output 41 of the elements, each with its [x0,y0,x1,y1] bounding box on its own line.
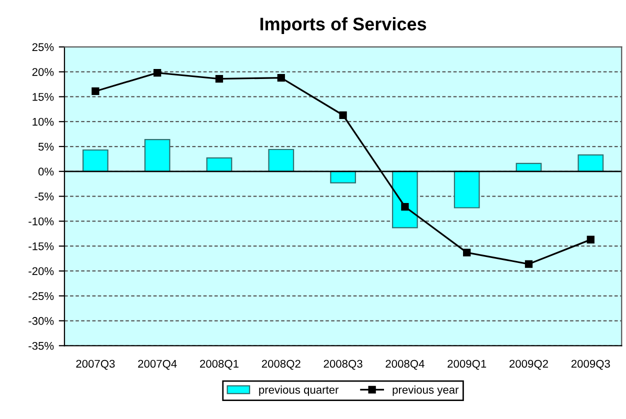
point [524,260,533,268]
x-tick-label: 2007Q4 [138,360,177,370]
point [339,111,347,119]
y-tick-label: -30% [28,317,54,325]
bar [454,170,480,208]
y-tick-label: -25% [28,292,54,300]
y-tick-label: -15% [28,242,54,250]
x-tick-label: 2009Q1 [448,360,486,370]
point [215,74,224,83]
x-tick-label: 2008Q1 [200,360,238,370]
point [586,236,594,244]
bar [392,170,418,228]
y-tick-label: 20% [32,68,54,76]
y-tick-label: -20% [28,267,54,276]
y-tick-label: 10% [32,118,54,126]
point [401,202,409,211]
bar [82,149,108,172]
y-tick-label: 5% [38,142,54,151]
point [154,69,162,77]
bar [578,154,604,172]
y-tick-label: 15% [32,93,54,101]
y-tick-label: 0% [38,168,54,176]
bar [268,148,294,172]
x-tick-label: 2008Q3 [324,360,362,370]
x-tick-label: 2008Q4 [386,360,424,370]
bar [330,170,356,184]
y-tick-label: -5% [34,192,54,200]
chart-title: Imports of Services [260,17,426,34]
x-tick-label: 2007Q3 [76,360,115,370]
y-tick-label: -35% [28,342,54,350]
point [277,74,285,82]
point [463,248,471,256]
legend-label: previous quarter [259,386,339,396]
legend-label: previous year [392,386,459,396]
x-tick-label: 2009Q2 [510,360,548,370]
y-tick-label: -10% [28,217,54,226]
y-tick-label: 25% [32,43,54,52]
x-tick-label: 2008Q2 [262,360,300,370]
point [92,87,100,96]
x-tick-label: 2009Q3 [571,360,610,370]
bar [144,138,170,172]
